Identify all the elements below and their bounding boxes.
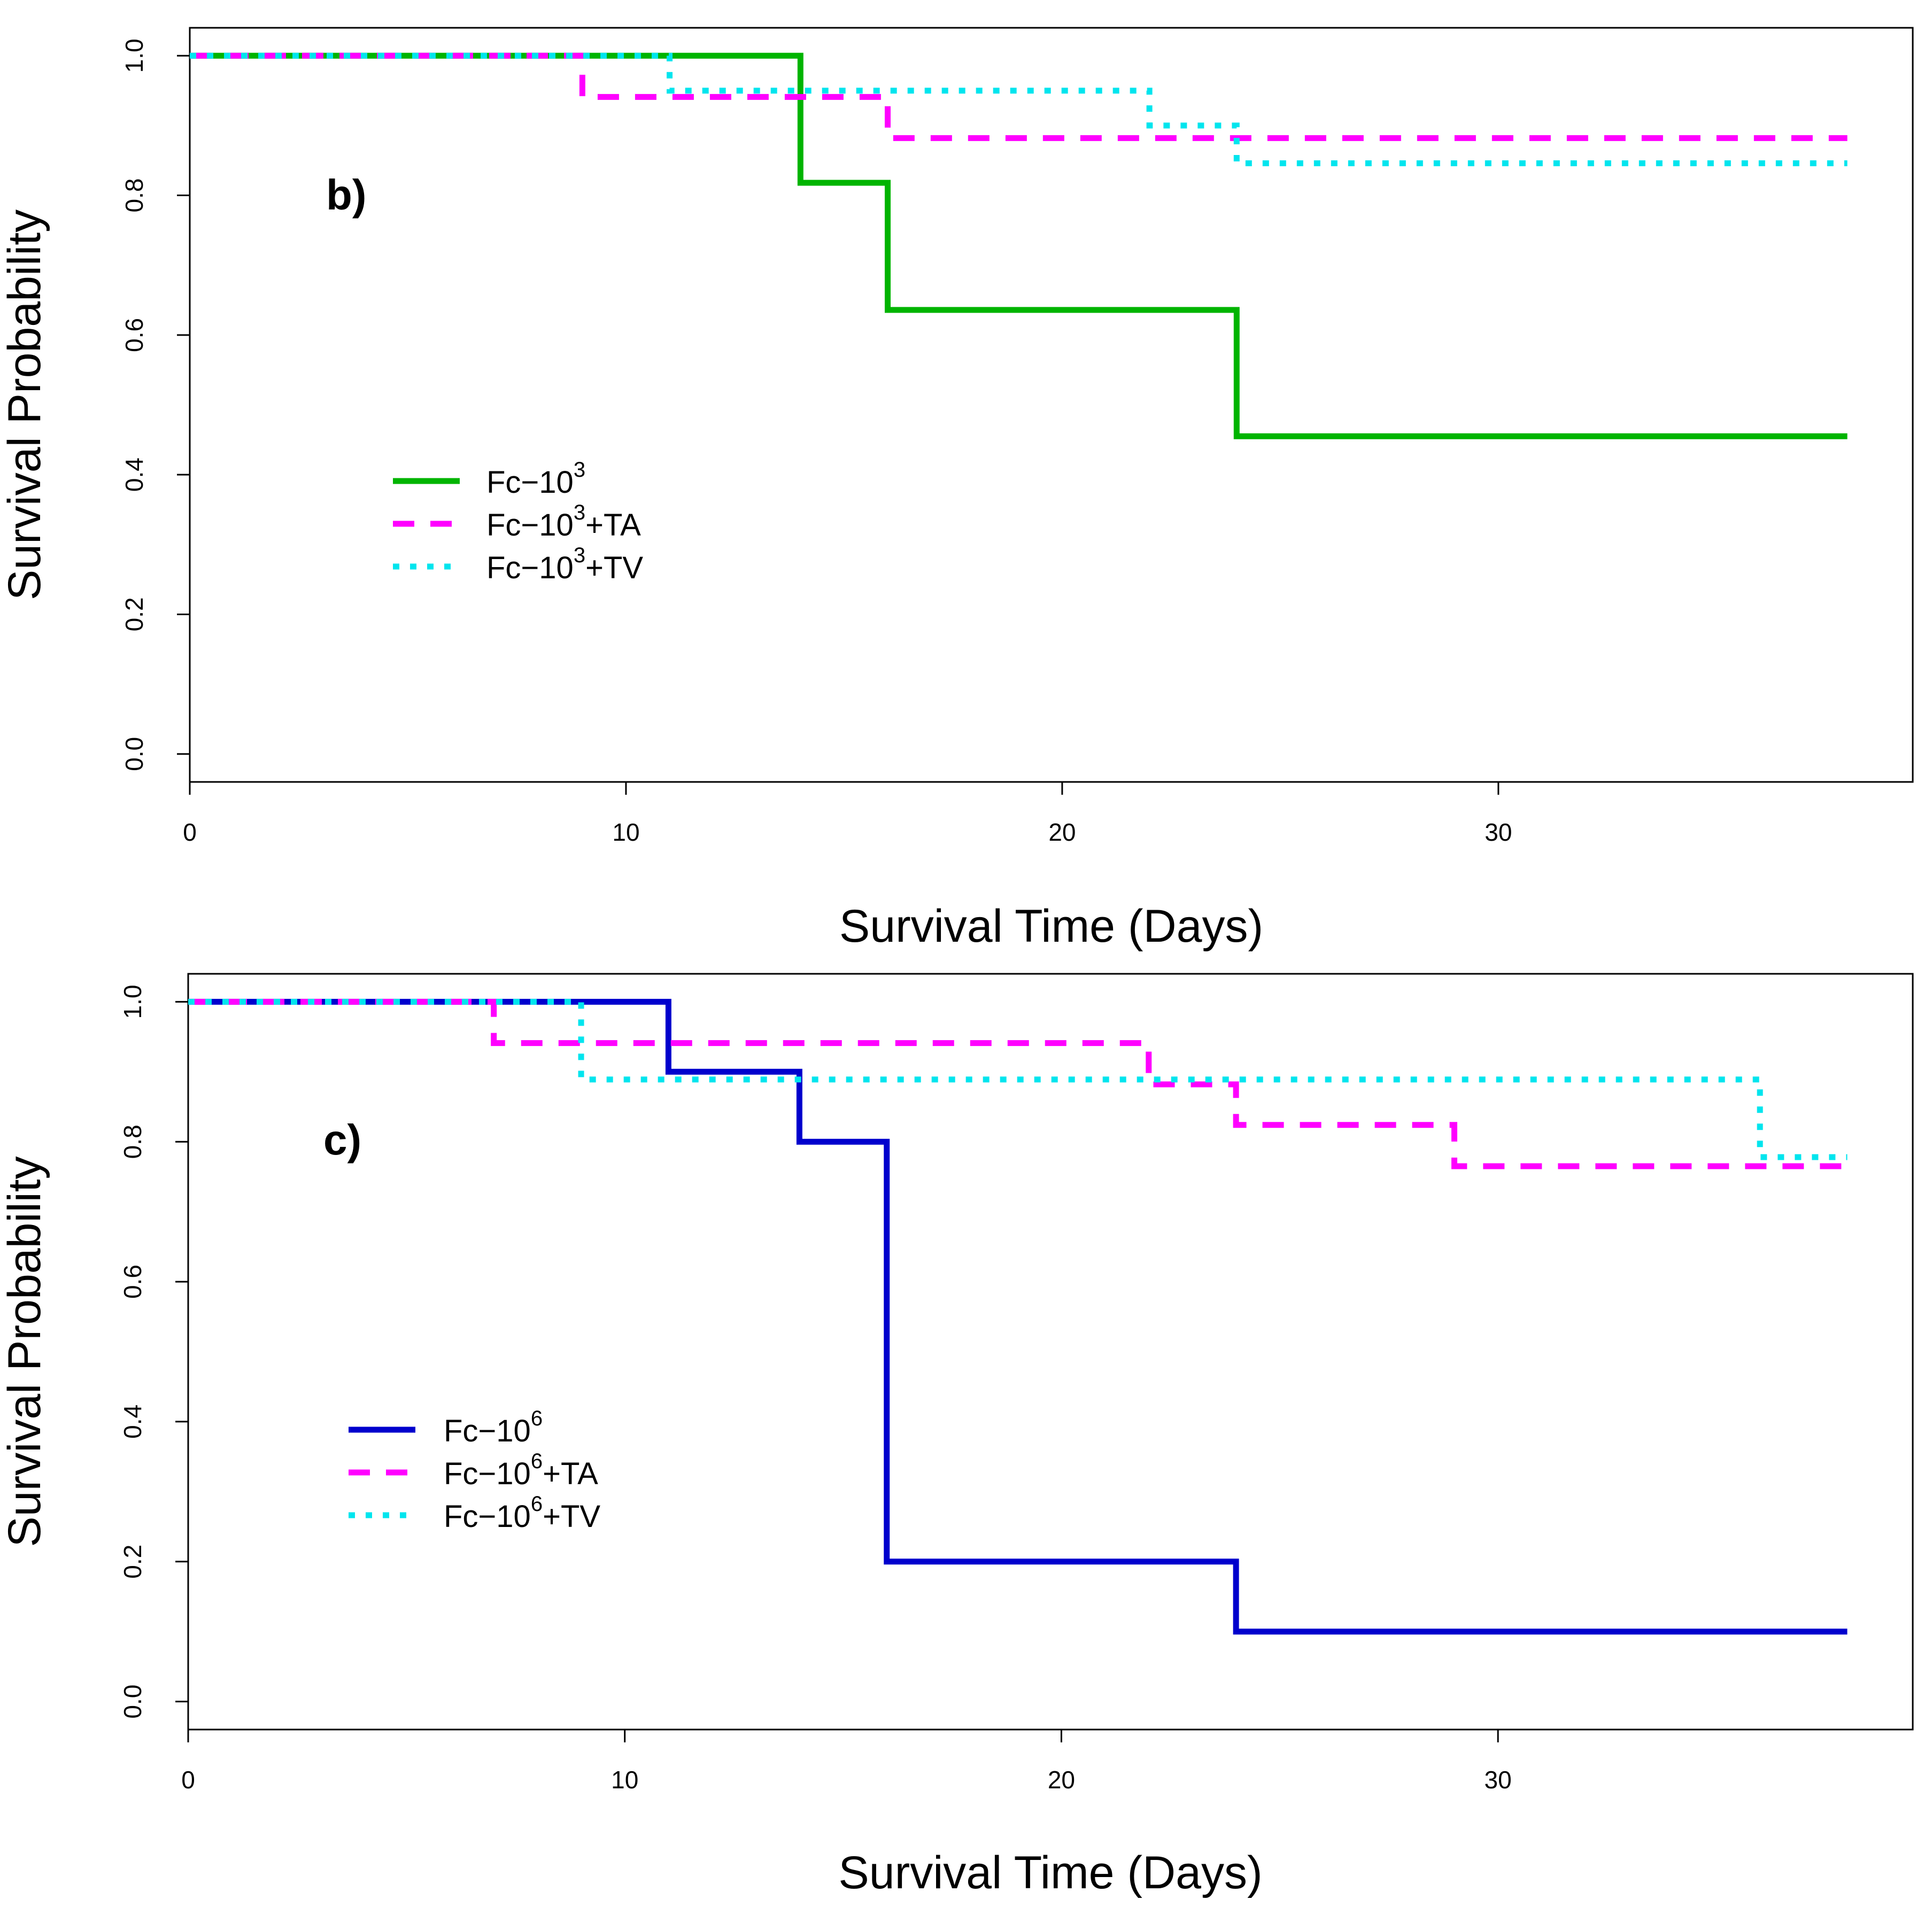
legend-label: Fc−103+TV bbox=[486, 544, 643, 585]
y-tick-label: 0.4 bbox=[120, 458, 148, 492]
x-axis-title: Survival Time (Days) bbox=[838, 1847, 1262, 1898]
y-tick-label: 0.8 bbox=[120, 179, 148, 213]
x-tick-label: 20 bbox=[1048, 1766, 1075, 1794]
panel-c: 0 10 20 30 0.0 0.2 0.4 0.6 0.8 1.0 Survival Time (… bbox=[0, 973, 1914, 1898]
x-tick-label: 0 bbox=[183, 818, 197, 846]
y-tick-label: 0.0 bbox=[119, 1685, 146, 1719]
survival-curve-dotted bbox=[190, 52, 1848, 166]
plot-frame bbox=[187, 973, 1914, 1731]
x-tick-label: 10 bbox=[612, 818, 639, 846]
survival-curve-dotted bbox=[188, 998, 1848, 1160]
plot-frame bbox=[189, 27, 1914, 783]
x-tick-label: 30 bbox=[1485, 818, 1512, 846]
legend-label: Fc−106+TA bbox=[444, 1449, 598, 1491]
panel-b: 0 10 20 30 0.0 0.2 0.4 0.6 0.8 1.0 Survival Time (… bbox=[0, 27, 1914, 952]
y-tick-label: 0.2 bbox=[120, 597, 148, 631]
y-tick-label: 0.8 bbox=[119, 1125, 146, 1159]
y-axis-title: Survival Probability bbox=[0, 1156, 50, 1547]
x-tick-label: 0 bbox=[181, 1766, 195, 1794]
y-tick-label: 0.6 bbox=[120, 318, 148, 352]
y-axis-title: Survival Probability bbox=[0, 210, 50, 600]
survival-curve-solid bbox=[188, 998, 1848, 1635]
y-tick-label: 0.0 bbox=[120, 737, 148, 771]
x-tick-label: 20 bbox=[1048, 818, 1076, 846]
survival-curve-solid bbox=[190, 52, 1848, 439]
y-tick-label: 1.0 bbox=[120, 38, 148, 73]
legend-label: Fc−106 bbox=[444, 1407, 543, 1448]
panel-label: c) bbox=[323, 1116, 361, 1164]
survival-curve-dashed bbox=[190, 52, 1848, 141]
y-tick-label: 0.2 bbox=[119, 1545, 146, 1579]
y-tick-label: 0.4 bbox=[119, 1405, 146, 1439]
legend-label: Fc−103+TA bbox=[486, 501, 641, 542]
x-tick-label: 10 bbox=[611, 1766, 638, 1794]
panel-label: b) bbox=[326, 171, 367, 219]
y-tick-label: 1.0 bbox=[119, 984, 146, 1019]
legend-label: Fc−106+TV bbox=[444, 1492, 600, 1534]
survival-curve-dashed bbox=[188, 998, 1848, 1169]
x-tick-label: 30 bbox=[1485, 1766, 1512, 1794]
legend-label: Fc−103 bbox=[486, 458, 585, 500]
y-tick-label: 0.6 bbox=[119, 1265, 146, 1299]
x-axis-title: Survival Time (Days) bbox=[839, 901, 1263, 952]
